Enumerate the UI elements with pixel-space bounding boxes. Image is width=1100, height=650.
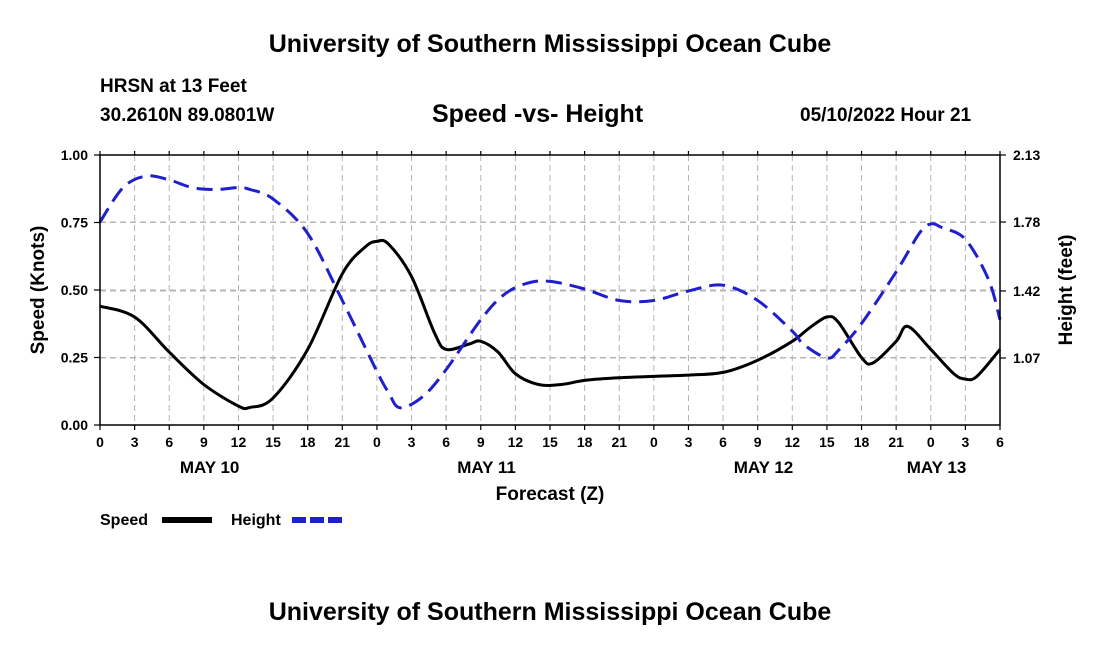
x-tick-label: 6 <box>996 434 1004 450</box>
x-tick-label: 6 <box>719 434 727 450</box>
x-tick-label: 15 <box>265 434 281 450</box>
x-tick-label: 12 <box>785 434 801 450</box>
x-date-label: MAY 11 <box>457 458 516 477</box>
forecast-datetime: 05/10/2022 Hour 21 <box>800 105 972 126</box>
x-tick-label: 15 <box>542 434 558 450</box>
x-tick-label: 18 <box>300 434 316 450</box>
chart-title: University of Southern Mississippi Ocean… <box>268 30 832 58</box>
station-coordinates: 30.2610N 89.0801W <box>100 105 275 126</box>
series-layer <box>98 174 1002 411</box>
y-axis-label: Speed (Knots) <box>28 226 49 355</box>
x-tick-label: 18 <box>854 434 870 450</box>
y-tick-label: 0.50 <box>61 282 88 298</box>
x-tick-label: 21 <box>611 434 627 450</box>
x-tick-label: 0 <box>650 434 658 450</box>
y-tick-label: 1.00 <box>61 147 88 163</box>
x-date-label: MAY 10 <box>180 458 240 477</box>
chart-subtitle: Speed -vs- Height <box>432 100 644 128</box>
x-tick-label: 15 <box>819 434 835 450</box>
y2-tick-label: 1.78 <box>1013 214 1040 230</box>
speed-series-line <box>99 238 1002 411</box>
y2-tick-label: 1.07 <box>1013 350 1040 366</box>
y2-tick-label: 2.13 <box>1013 147 1040 163</box>
y-tick-label: 0.25 <box>61 350 88 366</box>
x-tick-label: 0 <box>373 434 381 450</box>
footer-title: University of Southern Mississippi Ocean… <box>268 598 832 626</box>
y2-tick-label: 1.42 <box>1013 283 1040 299</box>
y2-axis-label: Height (feet) <box>1056 235 1077 346</box>
x-tick-label: 9 <box>200 434 208 450</box>
x-tick-label: 6 <box>442 434 450 450</box>
x-tick-label: 12 <box>508 434 524 450</box>
x-tick-label: 21 <box>335 434 351 450</box>
legend: Speed Height <box>100 512 342 529</box>
x-tick-label: 3 <box>131 434 139 450</box>
y-tick-label: 0.00 <box>61 417 88 433</box>
x-tick-label: 6 <box>165 434 173 450</box>
x-tick-label: 12 <box>231 434 247 450</box>
legend-height-label: Height <box>231 512 281 529</box>
x-tick-label: 18 <box>577 434 593 450</box>
x-tick-label: 0 <box>927 434 935 450</box>
x-tick-label: 9 <box>477 434 485 450</box>
x-date-label: MAY 13 <box>907 458 967 477</box>
x-tick-label: 3 <box>685 434 693 450</box>
y-tick-label: 0.75 <box>61 215 88 231</box>
x-tick-label: 9 <box>754 434 762 450</box>
x-tick-label: 3 <box>961 434 969 450</box>
x-tick-label: 0 <box>96 434 104 450</box>
x-tick-label: 3 <box>408 434 416 450</box>
height-series-line <box>98 174 1002 410</box>
legend-speed-label: Speed <box>100 512 148 529</box>
x-axis-label: Forecast (Z) <box>496 484 605 505</box>
x-tick-label: 21 <box>888 434 904 450</box>
x-date-label: MAY 12 <box>734 458 794 477</box>
axis-layer: 0 3 6 9 12 15 18 21 0 3 6 9 12 15 18 21 0 3 6 9 12 15 18 21 0 3 6 0… <box>61 147 1041 477</box>
station-label: HRSN at 13 Feet <box>100 76 247 97</box>
